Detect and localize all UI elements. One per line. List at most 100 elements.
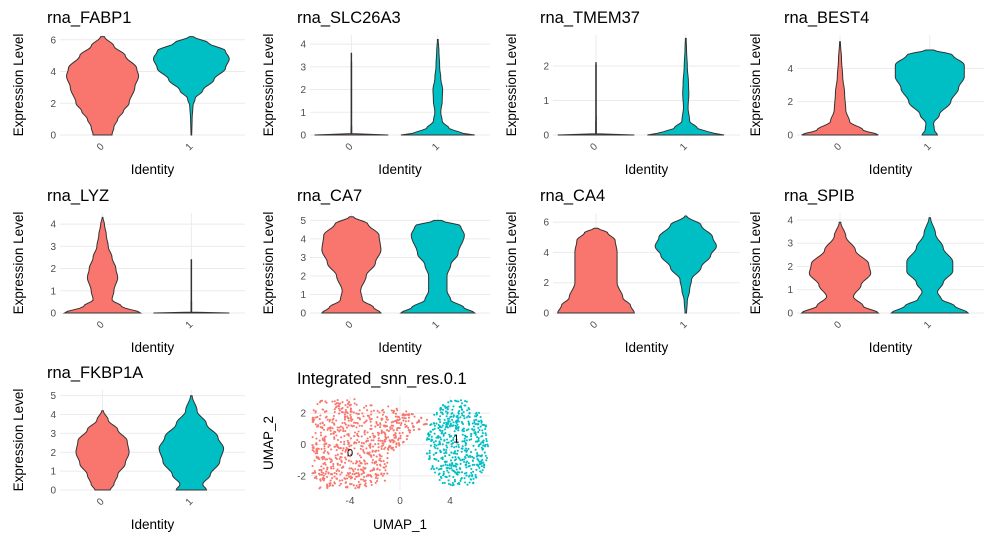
umap-point-cluster-0	[381, 442, 384, 445]
umap-point-cluster-0	[316, 402, 319, 406]
umap-point-cluster-1	[428, 456, 431, 459]
umap-point-cluster-0	[319, 414, 322, 417]
umap-point-cluster-0	[322, 456, 326, 459]
umap-point-cluster-1	[452, 414, 455, 417]
umap-point-cluster-1	[460, 471, 464, 474]
umap-point-cluster-1	[445, 410, 448, 413]
umap-point-cluster-1	[431, 428, 434, 431]
umap-point-cluster-1	[481, 423, 484, 426]
umap-point-cluster-0	[411, 413, 414, 416]
umap-point-cluster-0	[359, 456, 363, 459]
x-axis-label: UMAP_1	[373, 517, 427, 532]
umap-point-cluster-0	[323, 449, 327, 453]
umap-point-cluster-0	[420, 417, 423, 420]
umap-point-cluster-1	[439, 420, 442, 424]
y-tick-label: 2	[300, 85, 306, 96]
umap-point-cluster-1	[477, 411, 481, 414]
umap-point-cluster-0	[314, 471, 317, 474]
y-tick-label: 2	[300, 409, 306, 420]
y-axis-label: Expression Level	[748, 212, 763, 315]
panel-title: rna_FABP1	[47, 9, 131, 27]
umap-point-cluster-1	[446, 464, 449, 467]
y-axis-label: UMAP_2	[261, 416, 276, 470]
umap-point-cluster-1	[471, 455, 474, 458]
umap-point-cluster-0	[365, 447, 368, 450]
umap-point-cluster-1	[463, 417, 466, 420]
panel-title: rna_LYZ	[47, 187, 109, 205]
umap-point-cluster-0	[341, 479, 344, 482]
umap-point-cluster-0	[385, 429, 389, 432]
umap-point-cluster-1	[447, 441, 450, 444]
umap-point-cluster-0	[348, 472, 352, 475]
x-tick-label: 1	[678, 141, 690, 153]
umap-point-cluster-0	[395, 443, 398, 446]
umap-point-cluster-0	[394, 432, 397, 435]
umap-point-cluster-1	[471, 473, 474, 476]
y-tick-label: 4	[50, 410, 56, 421]
umap-point-cluster-0	[326, 466, 329, 469]
umap-point-cluster-0	[381, 439, 384, 442]
umap-point-cluster-0	[381, 413, 384, 416]
umap-point-cluster-0	[335, 419, 338, 422]
umap-point-cluster-1	[433, 445, 436, 448]
umap-point-cluster-1	[441, 408, 445, 411]
umap-point-cluster-0	[340, 471, 343, 474]
umap-point-cluster-0	[362, 472, 365, 475]
umap-point-cluster-1	[429, 444, 432, 447]
umap-point-cluster-0	[397, 421, 401, 425]
umap-point-cluster-0	[395, 429, 399, 432]
umap-point-cluster-1	[470, 432, 473, 436]
umap-point-cluster-0	[340, 407, 343, 410]
umap-point-cluster-1	[440, 457, 443, 460]
umap-point-cluster-1	[480, 471, 483, 474]
umap-point-cluster-0	[331, 421, 334, 424]
umap-point-cluster-1	[439, 429, 442, 432]
umap-point-cluster-0	[380, 455, 383, 458]
umap-point-cluster-0	[326, 486, 329, 490]
umap-point-cluster-1	[439, 415, 442, 418]
umap-point-cluster-0	[346, 486, 349, 489]
umap-point-cluster-0	[408, 431, 411, 434]
umap-point-cluster-1	[432, 421, 435, 425]
umap-point-cluster-1	[467, 462, 470, 465]
panel-title: rna_SLC26A3	[297, 9, 401, 27]
umap-point-cluster-0	[332, 462, 335, 466]
umap-point-cluster-0	[363, 459, 366, 462]
umap-point-cluster-1	[446, 446, 449, 449]
umap-point-cluster-1	[457, 420, 460, 423]
umap-point-cluster-0	[338, 447, 341, 450]
umap-point-cluster-0	[324, 400, 327, 403]
umap-point-cluster-0	[369, 435, 372, 439]
umap-point-cluster-0	[359, 468, 362, 471]
umap-point-cluster-0	[359, 478, 363, 481]
umap-point-cluster-0	[371, 461, 374, 464]
umap-point-cluster-0	[394, 435, 398, 438]
umap-point-cluster-1	[455, 468, 458, 471]
umap-point-cluster-1	[430, 435, 433, 438]
umap-point-cluster-0	[339, 482, 343, 485]
umap-point-cluster-0	[370, 404, 373, 407]
umap-point-cluster-0	[336, 428, 339, 432]
violin-group-0	[320, 216, 383, 314]
umap-point-cluster-1	[437, 418, 440, 421]
violin-group-1	[654, 215, 717, 314]
umap-point-cluster-0	[344, 456, 347, 459]
umap-point-cluster-1	[435, 422, 438, 425]
umap-point-cluster-0	[339, 447, 342, 450]
umap-point-cluster-1	[468, 423, 471, 426]
umap-point-cluster-0	[372, 434, 375, 437]
umap-point-cluster-1	[447, 419, 450, 423]
umap-point-cluster-0	[315, 425, 319, 428]
violin-panel-rna_CA4: 0 2 4 6 rna_CA4 Expression Level Identity 0 1	[504, 187, 740, 355]
umap-point-cluster-1	[475, 423, 479, 426]
umap-point-cluster-1	[452, 475, 455, 479]
y-axis-label: Expression Level	[261, 34, 276, 137]
umap-point-cluster-0	[312, 416, 315, 419]
umap-point-cluster-0	[347, 434, 350, 437]
umap-point-cluster-0	[311, 444, 314, 447]
umap-point-cluster-1	[450, 445, 453, 448]
y-tick-label: 6	[543, 218, 549, 229]
umap-point-cluster-0	[344, 481, 348, 484]
y-tick-label: 1	[300, 290, 306, 301]
